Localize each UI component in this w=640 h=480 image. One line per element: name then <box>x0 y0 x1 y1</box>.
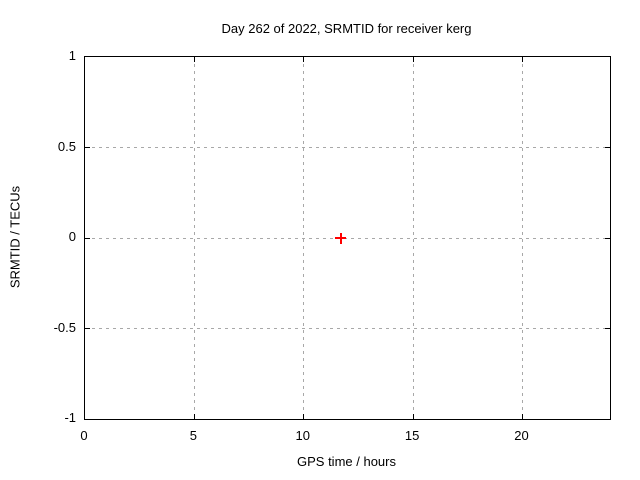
x-tick-bottom <box>522 414 523 419</box>
y-tick-left <box>85 147 90 148</box>
y-tick-right <box>605 147 610 148</box>
x-tick-top <box>193 57 195 62</box>
y-tick-label: 1 <box>68 48 76 63</box>
x-tick-bottom <box>303 414 305 419</box>
x-tick-top <box>522 57 523 62</box>
y-gridline <box>85 147 610 148</box>
y-tick-label: 0.5 <box>57 138 76 154</box>
x-tick-label: 5 <box>189 428 197 443</box>
x-tick-label: 0 <box>80 428 88 443</box>
data-point-marker <box>339 232 342 244</box>
x-tick-label: 15 <box>404 428 420 443</box>
x-tick-bottom <box>412 414 414 419</box>
x-tick-top <box>303 57 305 62</box>
y-gridline <box>85 328 610 329</box>
x-tick-top <box>412 57 414 62</box>
plot-area <box>84 56 611 420</box>
x-axis-label: GPS time / hours <box>297 454 396 469</box>
y-tick-right <box>605 328 610 329</box>
y-tick-label: -0.5 <box>53 319 76 335</box>
x-tick-label: 20 <box>514 428 529 443</box>
y-tick-left <box>85 328 90 329</box>
y-tick-left <box>85 237 90 239</box>
x-tick-label: 10 <box>295 428 310 443</box>
y-tick-right <box>605 237 610 239</box>
y-gridline <box>85 237 610 239</box>
chart-title: Day 262 of 2022, SRMTID for receiver ker… <box>221 21 472 36</box>
y-axis-label: SRMTID / TECUs <box>7 185 23 289</box>
x-tick-bottom <box>193 414 195 419</box>
y-tick-label: -1 <box>64 410 76 425</box>
y-tick-label: 0 <box>68 229 76 244</box>
